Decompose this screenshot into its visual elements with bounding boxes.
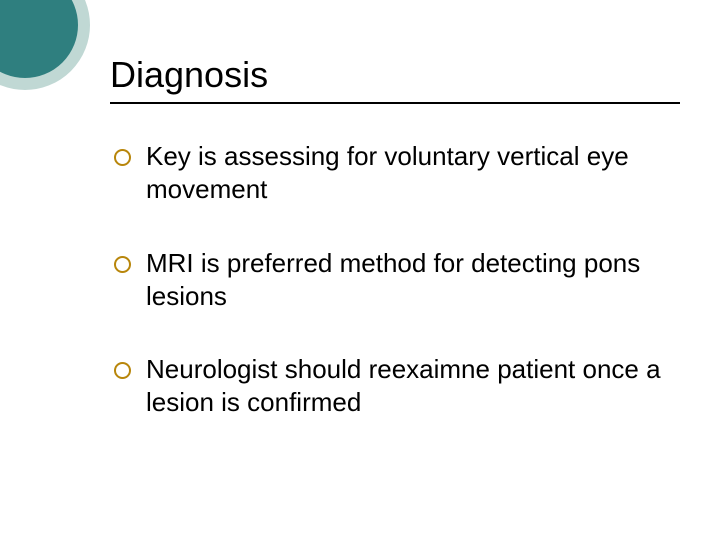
- slide-content: Diagnosis Key is assessing for voluntary…: [0, 0, 720, 540]
- slide-title: Diagnosis: [110, 54, 680, 96]
- bullet-list: Key is assessing for voluntary vertical …: [110, 140, 680, 420]
- bullet-item: Neurologist should reexaimne patient onc…: [110, 353, 680, 420]
- bullet-item: Key is assessing for voluntary vertical …: [110, 140, 680, 207]
- bullet-item: MRI is preferred method for detecting po…: [110, 247, 680, 314]
- title-underline: [110, 102, 680, 104]
